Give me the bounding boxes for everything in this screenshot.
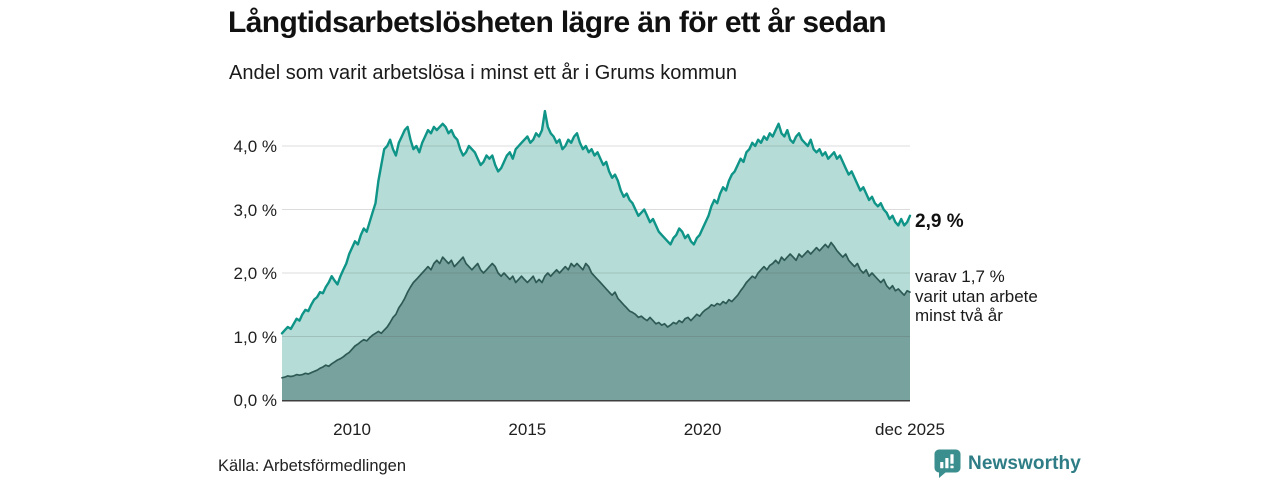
y-tick-label: 2,0 % xyxy=(233,264,277,283)
brand: Newsworthy xyxy=(934,449,1081,478)
y-tick-label: 3,0 % xyxy=(233,200,277,220)
x-tick-label: 2020 xyxy=(683,420,722,439)
y-tick-label: 0,0 % xyxy=(233,391,277,410)
chart-subtitle: Andel som varit arbetslösa i minst ett å… xyxy=(229,62,737,84)
brand-name: Newsworthy xyxy=(968,452,1081,474)
newsworthy-logo-icon xyxy=(934,449,961,478)
series-line-0 xyxy=(280,109,912,335)
y-tick-label: 1,0 % xyxy=(233,327,277,347)
source-note: Källa: Arbetsförmedlingen xyxy=(218,457,407,475)
y-tick-label: 4,0 % xyxy=(233,137,277,156)
end-value-label-primary: 2,9 % xyxy=(915,211,964,232)
x-tick-label: 2015 xyxy=(508,420,547,439)
chart-title: Långtidsarbetslösheten lägre än för ett … xyxy=(228,6,887,39)
x-tick-label: 2010 xyxy=(333,420,371,439)
end-value-label-secondary: varav 1,7 % varit utan arbete minst två … xyxy=(915,267,1038,325)
series-area-1 xyxy=(282,242,910,400)
series-line-1 xyxy=(281,241,911,379)
x-tick-label: dec 2025 xyxy=(875,420,945,439)
